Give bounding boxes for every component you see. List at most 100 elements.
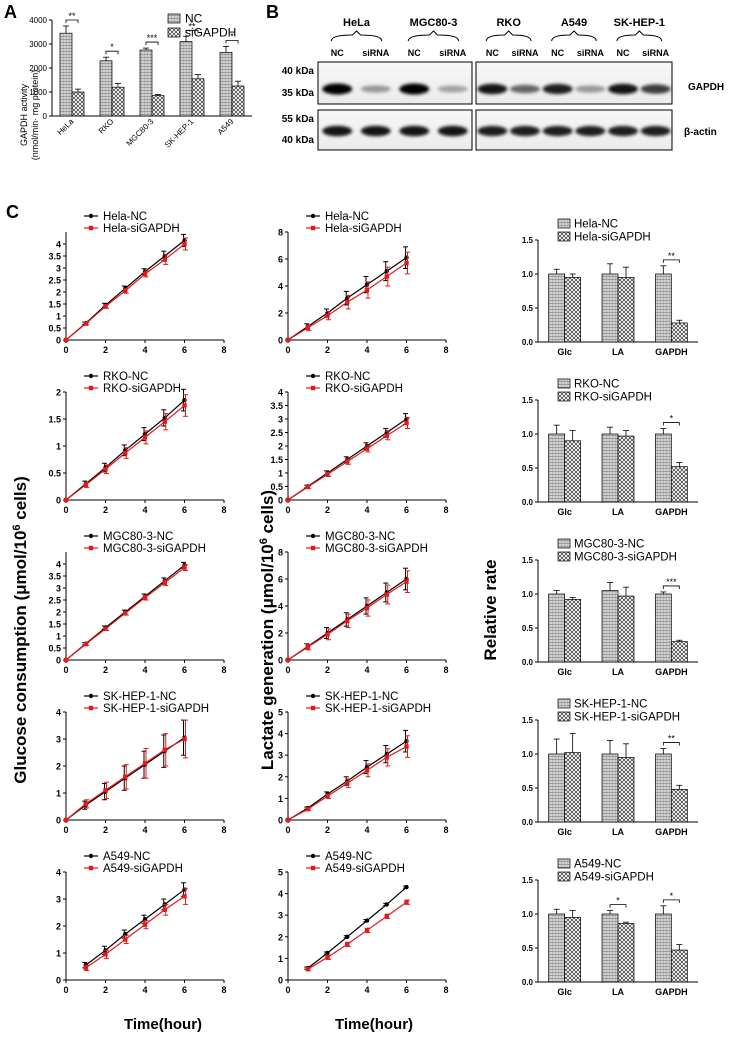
rate-mgc-legend-swatch-si xyxy=(557,551,571,562)
actin-band xyxy=(608,125,638,137)
la-rko-legend-label-nc: RKO-NC xyxy=(325,371,370,383)
glc-hela-x-tick-label: 0 xyxy=(63,345,68,355)
glc-hela-legend-label-nc: Hela-NC xyxy=(103,211,147,223)
rate-mgc-y-tick-label: 1.5 xyxy=(522,556,534,565)
glc-skhep-y-tick-label: 3 xyxy=(56,735,61,745)
la-hela-point-si xyxy=(305,325,310,331)
glc-rko-legend-marker-si xyxy=(88,385,94,391)
rate-rko-legend-label-nc: RKO-NC xyxy=(574,379,619,391)
rate-rko-bar-si xyxy=(670,466,688,503)
glc-rko-legend-marker-nc xyxy=(88,373,94,379)
la-mgc-point-si xyxy=(325,632,330,637)
panel-a-bar-nc xyxy=(59,32,73,117)
la-mgc-point-si xyxy=(285,657,291,663)
la-rko-point-si xyxy=(345,459,350,464)
glc-skhep-point-si xyxy=(162,747,167,752)
rate-hela-bar-si xyxy=(564,277,582,343)
glc-mgc-legend-label-nc: MGC80-3-NC xyxy=(103,531,173,543)
rate-a549-bar-nc xyxy=(548,913,566,983)
glc-hela-x-tick-label: 8 xyxy=(221,345,226,355)
la-mgc-x-tick-label: 4 xyxy=(364,665,369,675)
rate-rko-bar-nc xyxy=(548,433,566,503)
panel-a-legend-label-nc: NC xyxy=(185,12,203,26)
glc-rko-point-si xyxy=(142,435,148,440)
la-hela-point-si xyxy=(364,287,370,293)
rate-mgc-legend-swatch-nc xyxy=(557,538,571,549)
glc-rko-y-tick-label: 1 xyxy=(56,442,61,452)
rate-skhep-y-tick-label: 0.5 xyxy=(522,784,534,793)
la-hela-legend-marker-si xyxy=(310,225,316,231)
la-a549-y-tick-label: 3 xyxy=(278,911,283,921)
glc-hela-y-tick-label: 2.5 xyxy=(48,276,61,286)
glucose-ylabel-main: Glucose consumption (μmol/10 xyxy=(11,531,30,784)
lane-label: NC xyxy=(551,48,564,58)
glc-mgc-point-si xyxy=(83,641,88,647)
la-mgc-point-si xyxy=(404,579,409,584)
panel-a-bar-nc xyxy=(139,49,153,117)
la-a549-point-nc xyxy=(404,884,409,890)
glucose-ylabel-sup: 6 xyxy=(11,524,23,530)
actin-band xyxy=(399,125,430,137)
gapdh-band xyxy=(608,83,638,95)
panel-a-y-tick-label: 0 xyxy=(43,112,48,121)
lactate-ylabel-main: Lactate generation (μmol/10 xyxy=(258,544,277,770)
la-skhep-point-si xyxy=(305,807,310,812)
la-a549-point-nc xyxy=(384,902,389,907)
glc-hela-y-tick-label: 3.5 xyxy=(48,252,61,262)
glc-mgc-point-si xyxy=(103,626,108,631)
glc-hela-y-tick-label: 4 xyxy=(56,240,61,250)
la-rko-y-tick-label: 1 xyxy=(278,469,283,479)
la-mgc-y-tick-label: 6 xyxy=(278,575,283,585)
la-a549-legend-label-nc: A549-NC xyxy=(325,851,372,863)
rate-skhep-y-tick-label: 0.0 xyxy=(522,818,534,827)
glc-rko-legend-label-nc: RKO-NC xyxy=(103,371,148,383)
panel-a-y-tick-label: 1000 xyxy=(29,88,47,97)
la-skhep-point-si xyxy=(345,781,350,786)
panel-b-western-blot: NC siRNA NC siRNA NC siRNA NC siRNA NC siRNA HeLa M… xyxy=(282,17,724,151)
panel-a-significance-bracket xyxy=(105,50,119,55)
glc-mgc-point-si xyxy=(123,611,128,616)
protein-label-gapdh: GAPDH xyxy=(688,82,724,93)
rate-rko-category-label: LA xyxy=(612,507,624,517)
rate-rko-category-label: Glc xyxy=(557,507,572,517)
glc-mgc-point-si xyxy=(162,580,167,585)
glc-rko-point-si xyxy=(123,450,128,456)
rate-skhep-category-label: LA xyxy=(612,827,624,837)
rate-a549-category-label: LA xyxy=(612,987,624,997)
la-rko-point-si xyxy=(325,472,330,477)
la-a549-point-si xyxy=(305,967,310,972)
rate-skhep-bar-nc xyxy=(654,753,672,823)
rate-mgc-y-tick-label: 0.0 xyxy=(522,658,534,667)
rate-skhep-legend-swatch-si xyxy=(557,711,571,722)
rate-mgc-legend-label-si: MGC80-3-siGAPDH xyxy=(574,552,677,564)
blot-box-1-gapdh xyxy=(317,61,473,105)
gapdh-band xyxy=(322,83,353,95)
glc-mgc-y-tick-label: 4 xyxy=(56,560,61,570)
marker-label: 55 kDa xyxy=(282,114,315,125)
panel-label-c: C xyxy=(6,202,19,222)
glc-rko-point-si xyxy=(162,419,167,424)
la-hela-y-tick-label: 4 xyxy=(278,282,283,292)
glc-mgc-point-si xyxy=(142,595,148,600)
glc-mgc-x-tick-label: 2 xyxy=(103,665,108,675)
glc-skhep-point-si xyxy=(182,736,187,742)
la-a549-x-tick-label: 0 xyxy=(285,985,290,995)
rate-hela-bar-nc xyxy=(548,273,566,343)
la-hela-x-tick-label: 6 xyxy=(404,345,409,355)
rate-skhep-significance-bracket xyxy=(662,742,680,746)
glc-hela-point-si xyxy=(123,288,128,293)
la-rko-y-tick-label: 2 xyxy=(278,442,283,452)
gapdh-band xyxy=(437,85,468,93)
la-hela-y-tick-label: 6 xyxy=(278,255,283,265)
glc-a549-x-tick-label: 6 xyxy=(182,985,187,995)
la-rko-x-tick-label: 2 xyxy=(325,505,330,515)
rate-hela-bar-nc xyxy=(601,273,619,343)
panel-a-category-label: MGC80-3 xyxy=(125,117,156,148)
panel-a-bar-si xyxy=(231,85,245,117)
rate-a549-legend-label-si: A549-siGAPDH xyxy=(574,872,654,884)
rate-rko-y-tick-label: 1.0 xyxy=(522,430,534,439)
la-hela-y-tick-label: 8 xyxy=(278,228,283,238)
rate-rko-bar-nc xyxy=(601,433,619,503)
